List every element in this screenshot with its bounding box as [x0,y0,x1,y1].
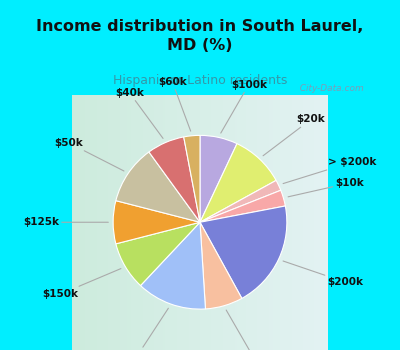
Text: $50k: $50k [55,138,124,171]
Text: $60k: $60k [158,77,191,131]
Wedge shape [200,222,242,309]
Text: $30k: $30k [226,310,268,350]
Text: $150k: $150k [43,268,121,299]
Wedge shape [116,152,200,222]
Wedge shape [200,206,287,298]
Text: $40k: $40k [115,88,163,138]
Wedge shape [140,222,206,309]
Wedge shape [113,201,200,244]
Wedge shape [116,222,200,286]
Text: Hispanic or Latino residents: Hispanic or Latino residents [113,74,287,87]
Wedge shape [200,190,285,222]
Text: Income distribution in South Laurel,
MD (%): Income distribution in South Laurel, MD … [36,19,364,52]
Wedge shape [200,144,276,222]
Wedge shape [149,137,200,222]
Wedge shape [200,135,237,222]
Wedge shape [184,135,200,222]
Text: $100k: $100k [221,79,267,133]
Wedge shape [200,180,281,222]
Text: $200k: $200k [283,261,364,287]
Text: $20k: $20k [263,114,325,156]
Text: City-Data.com: City-Data.com [294,84,364,93]
Text: $75k: $75k [123,308,168,350]
Text: $10k: $10k [288,178,364,197]
Text: $125k: $125k [23,217,108,227]
Text: > $200k: > $200k [283,157,376,183]
